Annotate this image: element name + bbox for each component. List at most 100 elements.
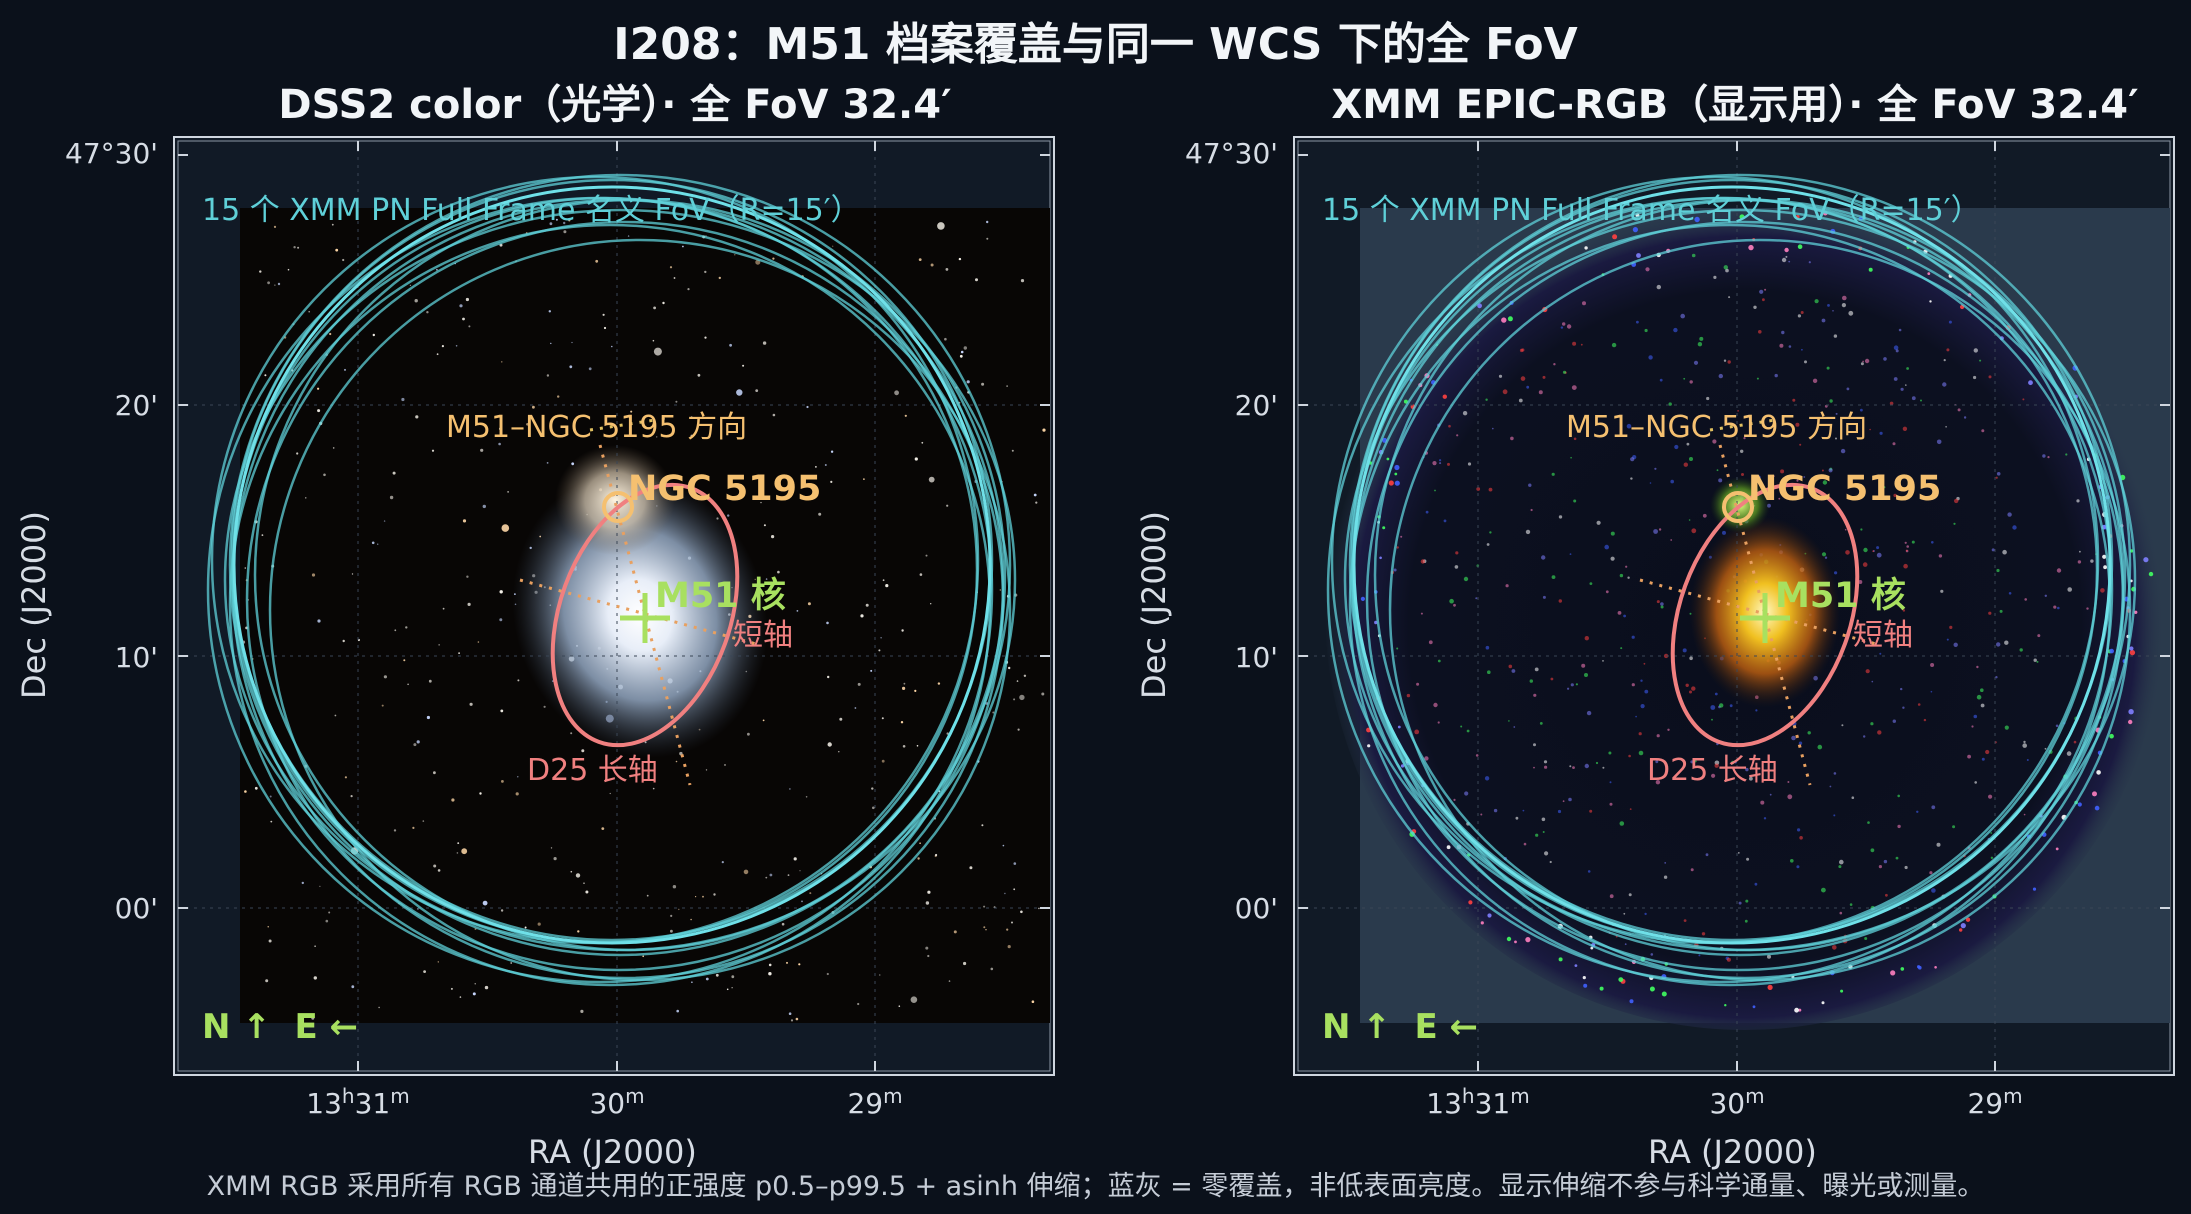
star: [342, 639, 345, 643]
xray-source: [1712, 439, 1717, 444]
xray-source: [1841, 303, 1846, 308]
star: [459, 304, 463, 308]
xray-source: [1562, 322, 1566, 326]
xray-source: [1655, 780, 1661, 785]
xray-source: [1609, 802, 1613, 806]
xray-source: [1447, 462, 1450, 466]
star: [885, 584, 889, 588]
star: [903, 682, 906, 685]
star: [935, 853, 938, 857]
xray-source: [1737, 852, 1740, 854]
xray-source: [1769, 793, 1772, 796]
star: [963, 961, 967, 966]
xray-source: [1558, 599, 1562, 603]
xray-source: [1449, 598, 1454, 604]
star: [510, 962, 513, 964]
star: [985, 929, 987, 931]
star: [499, 427, 503, 431]
star: [484, 985, 489, 990]
star: [515, 792, 519, 796]
xray-source: [1697, 342, 1703, 347]
star: [818, 512, 822, 516]
star: [1007, 945, 1011, 949]
xray-source: [1841, 724, 1844, 727]
xray-source: [1927, 272, 1931, 275]
xray-source: [1638, 732, 1642, 736]
star: [1011, 449, 1014, 452]
star: [734, 254, 736, 256]
star: [769, 873, 773, 877]
xray-source: [2055, 847, 2059, 851]
xray-source: [1569, 553, 1572, 555]
xray-source: [1519, 348, 1524, 353]
xray-source: [1690, 868, 1694, 872]
star: [832, 245, 834, 247]
star: [553, 857, 557, 861]
xray-source: [1723, 265, 1728, 270]
xray-source: [1659, 378, 1663, 382]
star: [919, 573, 923, 576]
star: [524, 926, 527, 929]
star: [480, 448, 484, 452]
star: [441, 345, 444, 348]
xray-source: [1508, 720, 1510, 722]
xray-source: [1945, 426, 1947, 428]
star: [830, 450, 834, 453]
star: [261, 534, 264, 536]
xray-source: [1534, 667, 1539, 672]
xray-source: [1999, 609, 2003, 613]
xray-source: [1582, 301, 1586, 306]
xray-source: [1739, 214, 1745, 220]
xray-source: [1539, 722, 1543, 725]
xray-source: [1764, 288, 1767, 291]
xray-source: [1900, 387, 1904, 391]
star: [755, 389, 759, 392]
star: [672, 885, 677, 889]
xray-source: [1394, 472, 1398, 476]
star: [1008, 666, 1011, 670]
xray-source: [2023, 813, 2026, 816]
star: [969, 866, 973, 870]
star: [371, 541, 375, 545]
star: [669, 266, 673, 269]
xray-source: [1883, 357, 1887, 361]
xray-source: [1995, 476, 1998, 479]
star: [532, 405, 535, 409]
star: [581, 749, 585, 753]
star: [704, 270, 707, 274]
xray-source: [1584, 763, 1589, 769]
star: [244, 567, 247, 569]
xray-source: [1905, 384, 1907, 386]
xray-source: [2022, 743, 2027, 748]
star: [412, 826, 415, 830]
xray-source: [1645, 267, 1650, 272]
star: [392, 471, 396, 475]
star: [731, 987, 733, 989]
star: [305, 497, 307, 499]
xray-source: [1543, 760, 1548, 764]
xray-source: [1990, 856, 1994, 859]
xray-source: [2102, 554, 2107, 559]
star: [468, 325, 471, 328]
star: [695, 896, 697, 898]
xray-source: [1920, 399, 1922, 402]
xray-source: [1930, 663, 1935, 667]
xray-source: [1879, 431, 1883, 435]
xray-source: [2066, 751, 2072, 756]
xray-source: [1741, 473, 1744, 476]
y-tick-label: 20': [115, 389, 158, 422]
xray-source: [1673, 327, 1678, 333]
xray-source: [1863, 735, 1866, 738]
star: [918, 258, 922, 261]
star: [500, 709, 504, 713]
star: [702, 895, 704, 898]
star: [462, 519, 467, 523]
star: [351, 573, 354, 575]
xray-source: [1996, 642, 2001, 647]
xray-source: [2109, 733, 2114, 739]
star: [377, 543, 379, 545]
star: [981, 824, 984, 827]
xray-source: [1842, 295, 1847, 301]
x-tick-label: 13h31m: [1426, 1084, 1529, 1120]
xray-source: [1851, 796, 1855, 799]
